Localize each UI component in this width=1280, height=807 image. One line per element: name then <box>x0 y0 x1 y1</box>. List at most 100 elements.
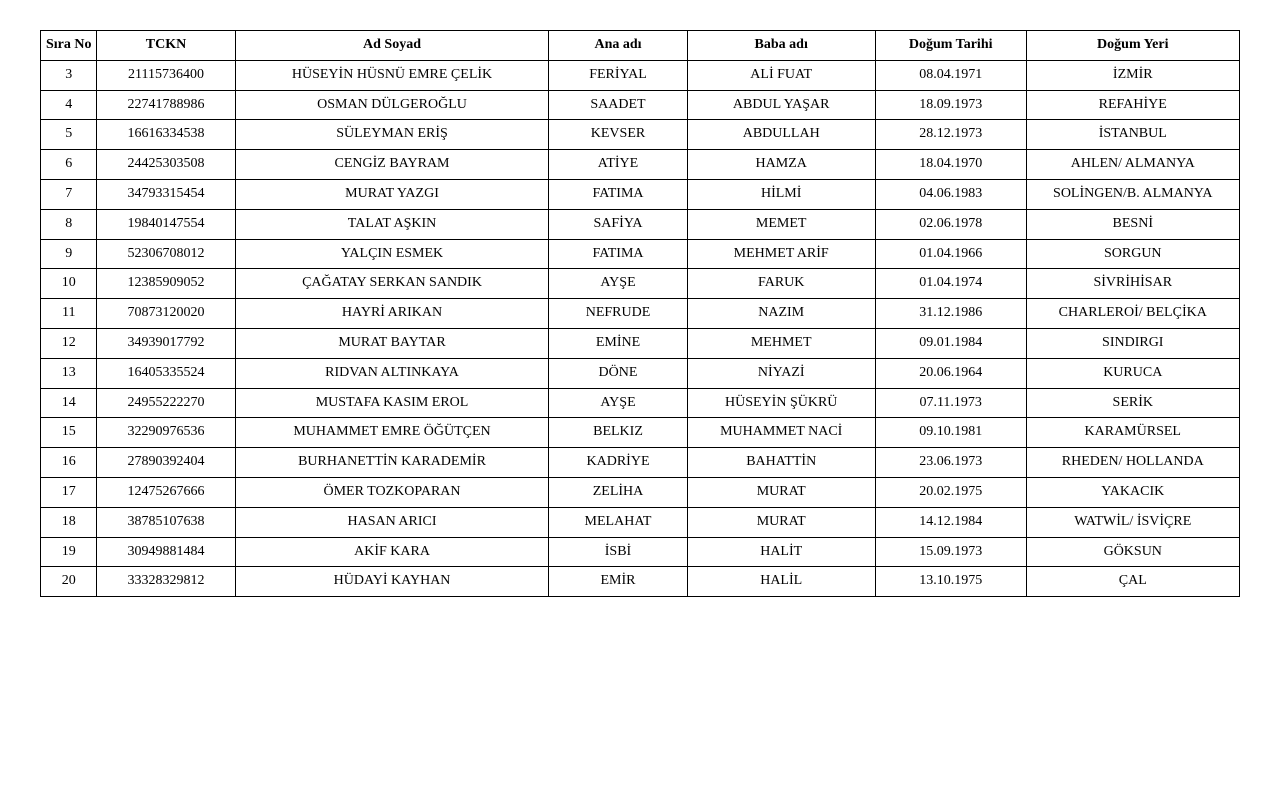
col-header-ad: Ad Soyad <box>235 31 549 61</box>
cell-sira: 10 <box>41 269 97 299</box>
cell-ad: CENGİZ BAYRAM <box>235 150 549 180</box>
cell-tckn: 52306708012 <box>97 239 235 269</box>
cell-sira: 17 <box>41 477 97 507</box>
cell-tckn: 30949881484 <box>97 537 235 567</box>
cell-dy: RHEDEN/ HOLLANDA <box>1026 448 1239 478</box>
cell-ad: AKİF KARA <box>235 537 549 567</box>
cell-sira: 9 <box>41 239 97 269</box>
cell-tckn: 12385909052 <box>97 269 235 299</box>
cell-dt: 23.06.1973 <box>875 448 1026 478</box>
cell-ana: SAADET <box>549 90 687 120</box>
table-row: 1012385909052ÇAĞATAY SERKAN SANDIKAYŞEFA… <box>41 269 1240 299</box>
cell-dt: 07.11.1973 <box>875 388 1026 418</box>
cell-tckn: 34793315454 <box>97 179 235 209</box>
cell-ana: MELAHAT <box>549 507 687 537</box>
cell-ana: AYŞE <box>549 388 687 418</box>
cell-ad: HÜDAYİ KAYHAN <box>235 567 549 597</box>
cell-sira: 8 <box>41 209 97 239</box>
cell-tckn: 16405335524 <box>97 358 235 388</box>
cell-sira: 14 <box>41 388 97 418</box>
cell-baba: HALİT <box>687 537 875 567</box>
cell-ana: KEVSER <box>549 120 687 150</box>
cell-baba: FARUK <box>687 269 875 299</box>
cell-baba: MEHMET <box>687 328 875 358</box>
cell-sira: 18 <box>41 507 97 537</box>
cell-ad: SÜLEYMAN ERİŞ <box>235 120 549 150</box>
col-header-ana: Ana adı <box>549 31 687 61</box>
cell-tckn: 32290976536 <box>97 418 235 448</box>
cell-dy: SERİK <box>1026 388 1239 418</box>
cell-baba: ALİ FUAT <box>687 60 875 90</box>
cell-ad: OSMAN DÜLGEROĞLU <box>235 90 549 120</box>
cell-tckn: 12475267666 <box>97 477 235 507</box>
cell-sira: 15 <box>41 418 97 448</box>
cell-ana: NEFRUDE <box>549 299 687 329</box>
cell-ana: AYŞE <box>549 269 687 299</box>
cell-ana: DÖNE <box>549 358 687 388</box>
cell-dt: 09.10.1981 <box>875 418 1026 448</box>
cell-dt: 18.04.1970 <box>875 150 1026 180</box>
cell-baba: HAMZA <box>687 150 875 180</box>
cell-dt: 04.06.1983 <box>875 179 1026 209</box>
table-row: 1170873120020HAYRİ ARIKANNEFRUDENAZIM31.… <box>41 299 1240 329</box>
cell-ana: ATİYE <box>549 150 687 180</box>
cell-dt: 13.10.1975 <box>875 567 1026 597</box>
cell-ad: ÖMER TOZKOPARAN <box>235 477 549 507</box>
table-row: 819840147554TALAT AŞKINSAFİYAMEMET02.06.… <box>41 209 1240 239</box>
cell-dt: 31.12.1986 <box>875 299 1026 329</box>
cell-dt: 01.04.1974 <box>875 269 1026 299</box>
cell-baba: NAZIM <box>687 299 875 329</box>
cell-dt: 28.12.1973 <box>875 120 1026 150</box>
cell-dy: BESNİ <box>1026 209 1239 239</box>
cell-tckn: 33328329812 <box>97 567 235 597</box>
cell-sira: 16 <box>41 448 97 478</box>
cell-baba: ABDULLAH <box>687 120 875 150</box>
cell-ana: BELKIZ <box>549 418 687 448</box>
cell-ad: TALAT AŞKIN <box>235 209 549 239</box>
table-row: 952306708012YALÇIN ESMEKFATIMAMEHMET ARİ… <box>41 239 1240 269</box>
cell-ana: FATIMA <box>549 239 687 269</box>
cell-baba: MURAT <box>687 507 875 537</box>
cell-dt: 08.04.1971 <box>875 60 1026 90</box>
cell-baba: HİLMİ <box>687 179 875 209</box>
cell-tckn: 27890392404 <box>97 448 235 478</box>
cell-ad: HASAN ARICI <box>235 507 549 537</box>
person-table: Sıra No TCKN Ad Soyad Ana adı Baba adı D… <box>40 30 1240 597</box>
cell-sira: 13 <box>41 358 97 388</box>
cell-tckn: 16616334538 <box>97 120 235 150</box>
table-row: 624425303508CENGİZ BAYRAMATİYEHAMZA18.04… <box>41 150 1240 180</box>
table-row: 1234939017792MURAT BAYTAREMİNEMEHMET09.0… <box>41 328 1240 358</box>
table-row: 1930949881484AKİF KARAİSBİHALİT15.09.197… <box>41 537 1240 567</box>
cell-baba: MEHMET ARİF <box>687 239 875 269</box>
cell-ana: KADRİYE <box>549 448 687 478</box>
table-row: 1712475267666ÖMER TOZKOPARANZELİHAMURAT2… <box>41 477 1240 507</box>
cell-dy: SOLİNGEN/B. ALMANYA <box>1026 179 1239 209</box>
table-header: Sıra No TCKN Ad Soyad Ana adı Baba adı D… <box>41 31 1240 61</box>
cell-dt: 14.12.1984 <box>875 507 1026 537</box>
cell-dt: 02.06.1978 <box>875 209 1026 239</box>
cell-dy: REFAHİYE <box>1026 90 1239 120</box>
cell-dy: SİVRİHİSAR <box>1026 269 1239 299</box>
cell-baba: MUHAMMET NACİ <box>687 418 875 448</box>
table-row: 321115736400HÜSEYİN HÜSNÜ EMRE ÇELİKFERİ… <box>41 60 1240 90</box>
col-header-baba: Baba adı <box>687 31 875 61</box>
cell-ad: HÜSEYİN HÜSNÜ EMRE ÇELİK <box>235 60 549 90</box>
cell-ana: İSBİ <box>549 537 687 567</box>
cell-dy: AHLEN/ ALMANYA <box>1026 150 1239 180</box>
table-row: 1627890392404BURHANETTİN KARADEMİRKADRİY… <box>41 448 1240 478</box>
cell-ad: MUHAMMET EMRE ÖĞÜTÇEN <box>235 418 549 448</box>
cell-ad: ÇAĞATAY SERKAN SANDIK <box>235 269 549 299</box>
cell-baba: BAHATTİN <box>687 448 875 478</box>
cell-dy: WATWİL/ İSVİÇRE <box>1026 507 1239 537</box>
cell-ana: EMİNE <box>549 328 687 358</box>
cell-ana: FATIMA <box>549 179 687 209</box>
cell-dy: SINDIRGI <box>1026 328 1239 358</box>
cell-tckn: 38785107638 <box>97 507 235 537</box>
col-header-dt: Doğum Tarihi <box>875 31 1026 61</box>
cell-sira: 7 <box>41 179 97 209</box>
table-row: 1838785107638HASAN ARICIMELAHATMURAT14.1… <box>41 507 1240 537</box>
cell-sira: 11 <box>41 299 97 329</box>
cell-baba: MEMET <box>687 209 875 239</box>
cell-dy: SORGUN <box>1026 239 1239 269</box>
col-header-dy: Doğum Yeri <box>1026 31 1239 61</box>
